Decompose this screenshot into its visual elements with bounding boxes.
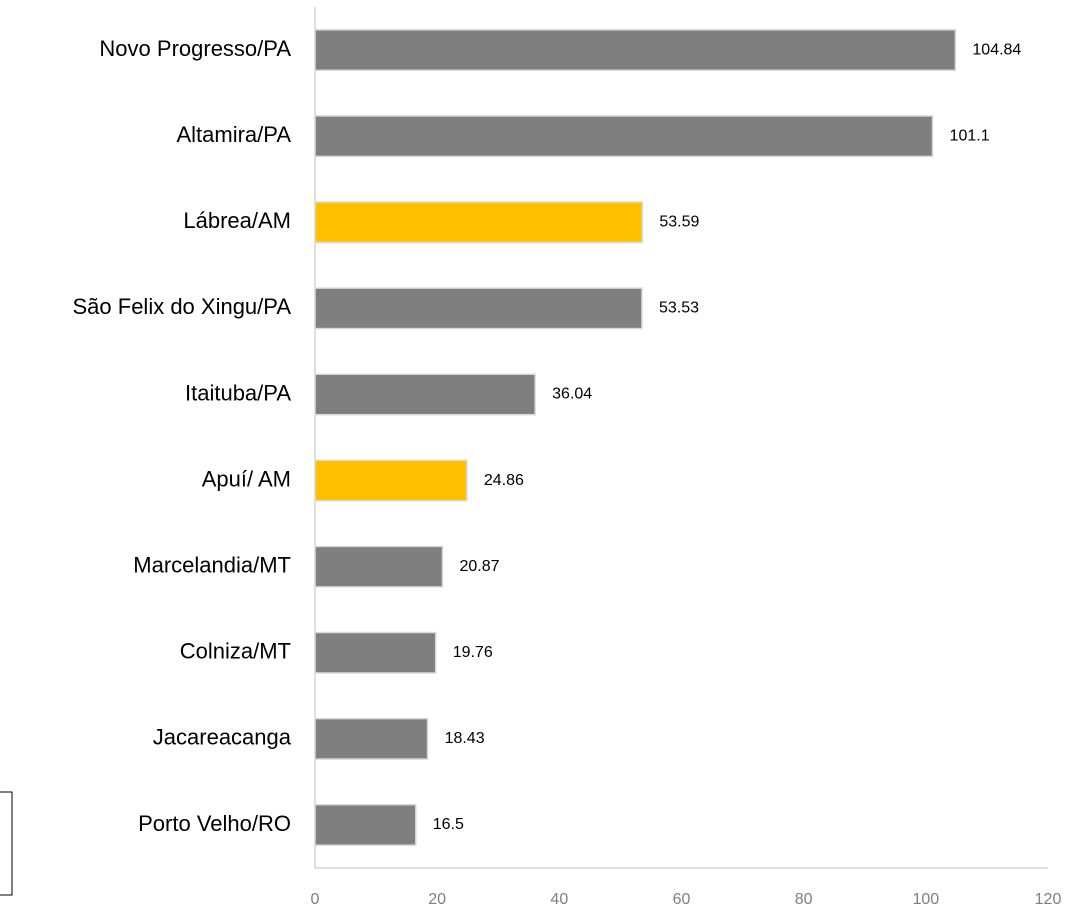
bar [314,631,437,674]
data-label: 24.86 [484,472,524,489]
y-tick-label: Apuí/ AM [202,466,291,491]
bar [314,115,934,158]
bar [314,717,429,760]
x-tick-label: 100 [912,891,939,908]
data-label: 18.43 [445,730,485,747]
y-tick-label: Porto Velho/RO [138,811,291,836]
bar [314,545,444,588]
x-tick-label: 0 [311,891,320,908]
x-tick-label: 80 [795,891,813,908]
x-tick-label: 40 [550,891,568,908]
y-tick-label: São Felix do Xingu/PA [73,294,292,319]
data-label: 104.84 [972,41,1021,58]
y-tick-label: Jacareacanga [153,725,292,750]
x-tick-label: 20 [428,891,446,908]
x-tick-label: 60 [673,891,691,908]
data-label: 16.5 [433,816,464,833]
y-tick-label: Altamira/PA [176,122,291,147]
bar [314,29,957,72]
y-tick-label: Lábrea/AM [183,208,291,233]
x-tick-label: 120 [1035,891,1062,908]
y-tick-label: Itaituba/PA [185,380,291,405]
bar [314,373,536,416]
data-label: 19.76 [453,644,493,661]
y-tick-label: Marcelandia/MT [133,552,291,577]
bar [314,287,643,330]
y-tick-label: Novo Progresso/PA [99,36,291,61]
y-tick-label: Colniza/MT [180,639,291,664]
bar [314,459,468,502]
data-label: 36.04 [552,386,592,403]
data-label: 101.1 [950,127,990,144]
data-label: 53.53 [659,300,699,317]
bar [314,201,644,244]
data-label: 20.87 [459,558,499,575]
frame-fragment [0,791,13,896]
data-label: 53.59 [659,213,699,230]
bar [314,803,417,846]
